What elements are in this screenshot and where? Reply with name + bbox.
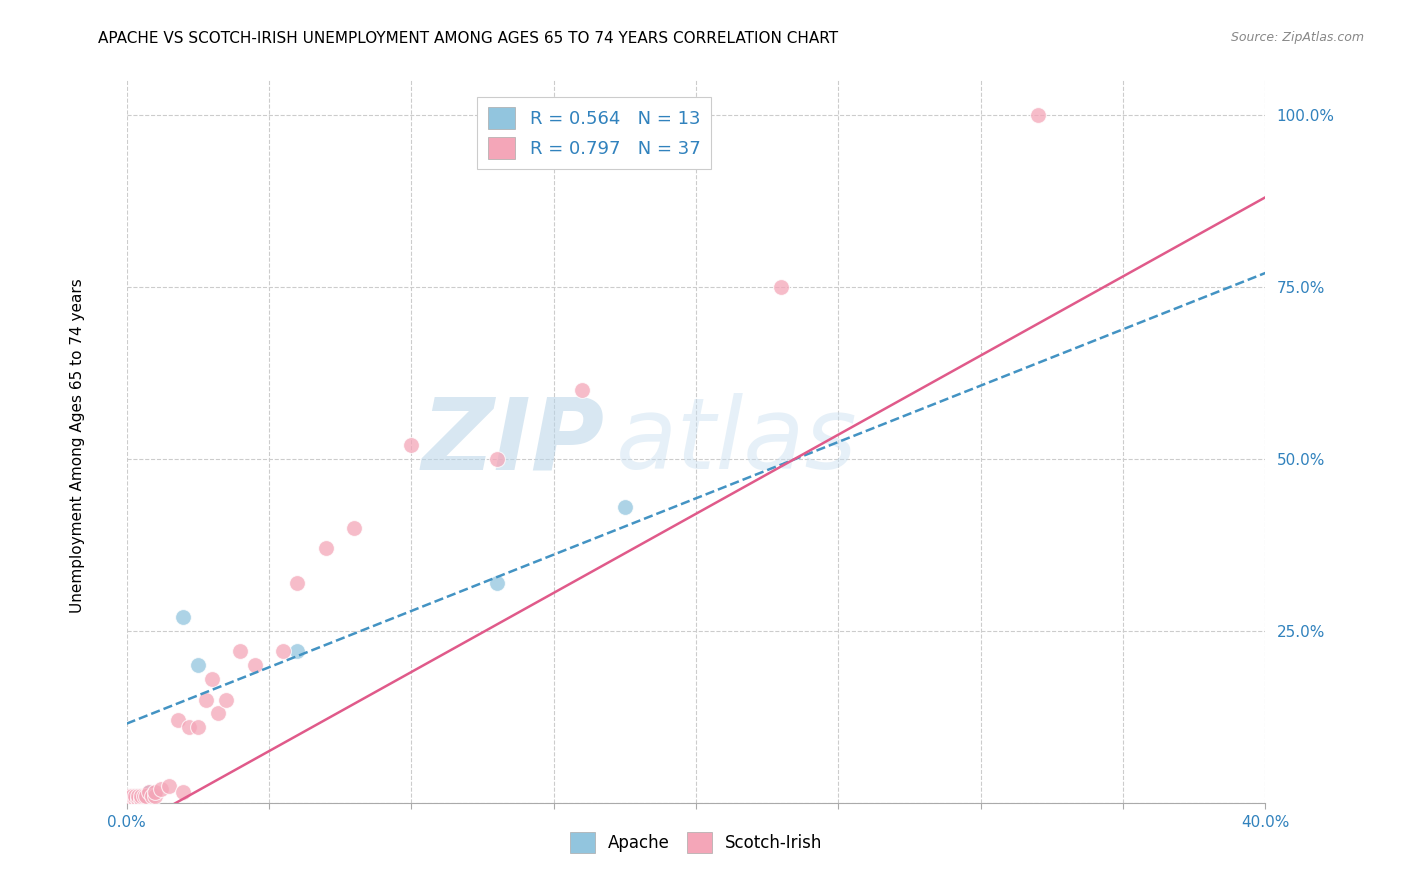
Point xyxy=(124,789,146,803)
Point xyxy=(215,692,238,706)
Point xyxy=(118,792,141,806)
Point xyxy=(207,706,229,721)
Point xyxy=(121,789,143,803)
Text: atlas: atlas xyxy=(616,393,858,490)
Point xyxy=(201,672,224,686)
Point xyxy=(770,279,793,293)
Point xyxy=(571,383,593,397)
Point xyxy=(315,541,337,556)
Text: ZIP: ZIP xyxy=(422,393,605,490)
Point xyxy=(132,789,155,803)
Point xyxy=(129,789,152,803)
Point xyxy=(187,658,209,673)
Point xyxy=(124,792,146,806)
Point xyxy=(129,792,152,806)
Point xyxy=(187,720,209,734)
Point xyxy=(172,610,194,624)
Point xyxy=(135,789,157,803)
Point xyxy=(195,692,218,706)
Point xyxy=(127,792,149,806)
Point xyxy=(129,789,152,803)
Point xyxy=(287,644,309,658)
Point xyxy=(271,644,294,658)
Point xyxy=(166,713,188,727)
Point xyxy=(243,658,266,673)
Point xyxy=(343,520,366,534)
Point xyxy=(124,789,146,803)
Point xyxy=(141,789,163,803)
Point xyxy=(138,785,160,799)
Text: Unemployment Among Ages 65 to 74 years: Unemployment Among Ages 65 to 74 years xyxy=(70,278,84,614)
Point xyxy=(1026,108,1049,122)
Point xyxy=(127,792,149,806)
Point xyxy=(179,720,201,734)
Point xyxy=(613,500,636,514)
Point xyxy=(485,451,508,466)
Legend: Apache, Scotch-Irish: Apache, Scotch-Irish xyxy=(562,826,830,860)
Point xyxy=(149,782,172,797)
Point xyxy=(138,785,160,799)
Point xyxy=(121,792,143,806)
Point xyxy=(135,789,157,803)
Point xyxy=(287,575,309,590)
Point xyxy=(118,789,141,803)
Point xyxy=(143,785,166,799)
Text: APACHE VS SCOTCH-IRISH UNEMPLOYMENT AMONG AGES 65 TO 74 YEARS CORRELATION CHART: APACHE VS SCOTCH-IRISH UNEMPLOYMENT AMON… xyxy=(98,31,838,46)
Point xyxy=(127,789,149,803)
Text: Source: ZipAtlas.com: Source: ZipAtlas.com xyxy=(1230,31,1364,45)
Point xyxy=(143,789,166,803)
Point xyxy=(485,575,508,590)
Point xyxy=(121,792,143,806)
Point xyxy=(118,792,141,806)
Point xyxy=(132,789,155,803)
Point xyxy=(401,438,423,452)
Point xyxy=(157,779,180,793)
Point xyxy=(229,644,252,658)
Point xyxy=(172,785,194,799)
